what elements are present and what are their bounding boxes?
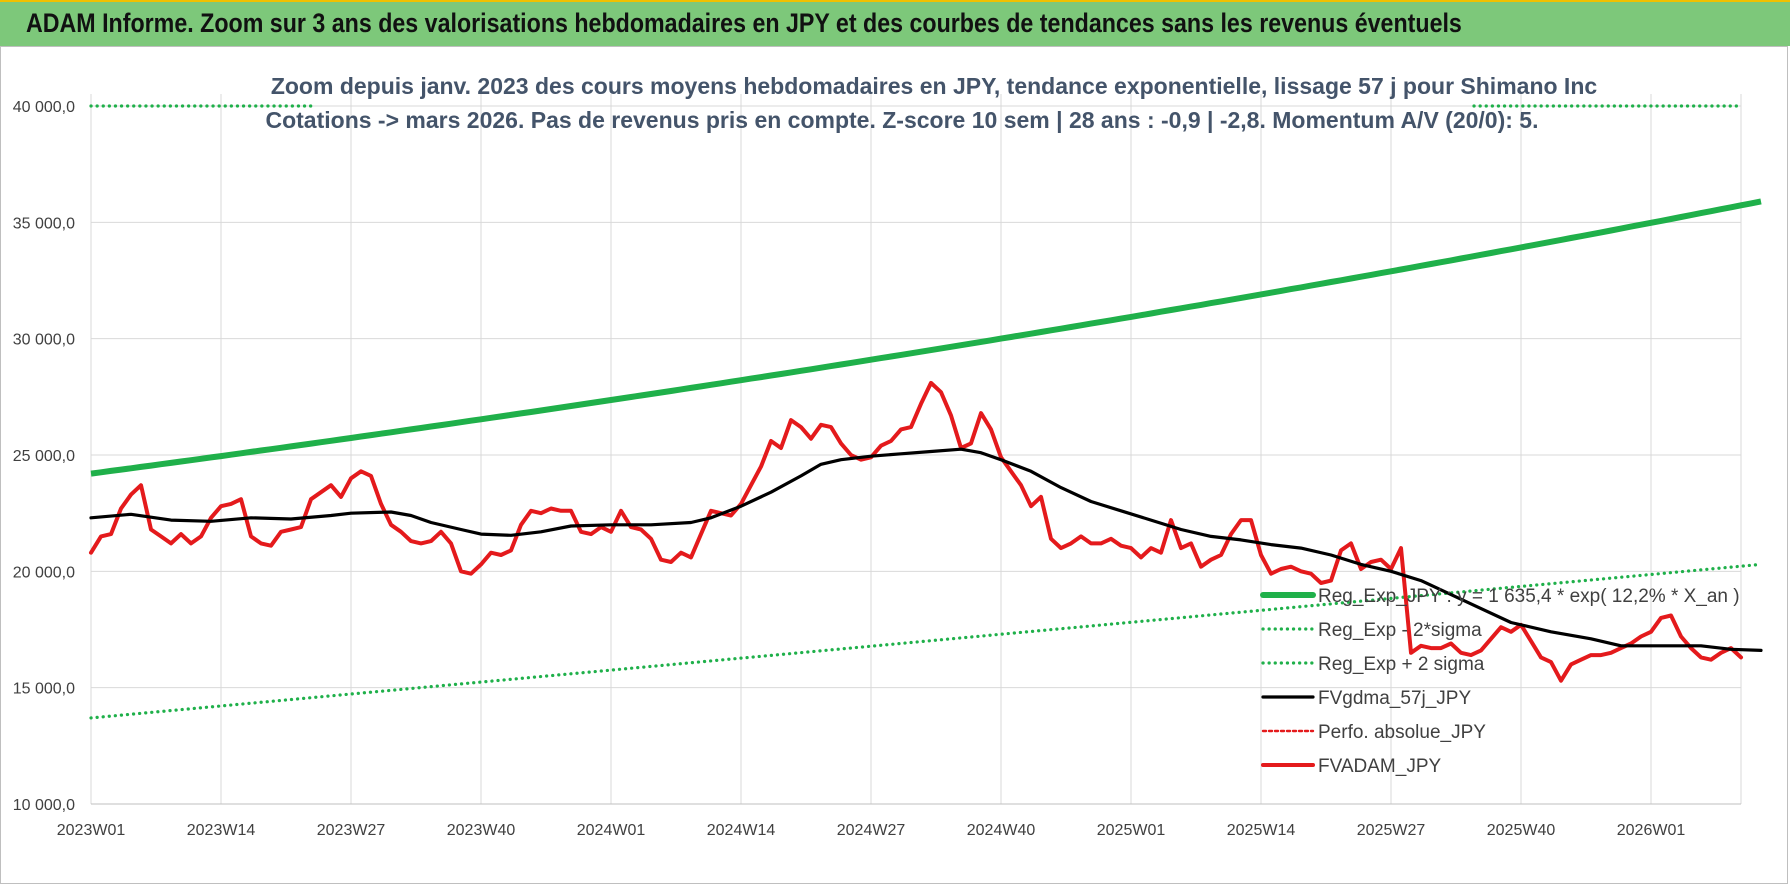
legend-label: FVgdma_57j_JPY: [1318, 688, 1471, 709]
series-reg-exp-jpy: [90, 198, 1762, 477]
x-tick-label: 2023W01: [57, 822, 126, 839]
x-tick-label: 2024W27: [837, 822, 906, 839]
x-tick-label: 2025W14: [1227, 822, 1296, 839]
series-fvgdma-57j-jpy: [89, 447, 1763, 653]
series-reg-exp-minus-2sigma: [89, 562, 1763, 720]
x-tick-label: 2023W27: [317, 822, 386, 839]
chart-frame: [0, 46, 1788, 884]
legend-label: Reg_Exp + 2 sigma: [1318, 654, 1485, 675]
x-tick-label: 2024W40: [967, 822, 1036, 839]
x-tick-label: 2025W27: [1357, 822, 1426, 839]
legend: Reg_Exp_JPY : y = 1 635,4 * exp( 12,2% *…: [1260, 586, 1740, 777]
y-tick-label: 20 000,0: [13, 564, 75, 581]
report-banner: ADAM Informe. Zoom sur 3 ans des valoris…: [0, 0, 1790, 46]
y-tick-label: 40 000,0: [13, 99, 75, 116]
x-tick-label: 2026W01: [1617, 822, 1686, 839]
y-tick-label: 10 000,0: [13, 797, 75, 814]
x-tick-label: 2024W14: [707, 822, 776, 839]
y-tick-label: 15 000,0: [13, 681, 75, 698]
legend-label: Perfo. absolue_JPY: [1318, 722, 1486, 743]
y-tick-label: 25 000,0: [13, 448, 75, 465]
x-tick-label: 2025W40: [1487, 822, 1556, 839]
series: [89, 104, 1763, 720]
series-fvadam-jpy: [89, 380, 1743, 683]
x-tick-label: 2025W01: [1097, 822, 1166, 839]
y-tick-label: 30 000,0: [13, 332, 75, 349]
axis-labels: 10 000,0 15 000,0 20 000,0 25 000,0 30 000,0…: [13, 99, 1686, 839]
x-tick-label: 2024W01: [577, 822, 646, 839]
chart-title-line1: Zoom depuis janv. 2023 des cours moyens …: [271, 73, 1598, 99]
report-title: ADAM Informe. Zoom sur 3 ans des valoris…: [26, 8, 1462, 38]
legend-label: Reg_Exp_JPY : y = 1 635,4 * exp( 12,2% *…: [1318, 586, 1740, 607]
legend-label: FVADAM_JPY: [1318, 756, 1442, 777]
gridlines: [90, 94, 1742, 805]
x-tick-label: 2023W14: [187, 822, 256, 839]
y-tick-label: 35 000,0: [13, 215, 75, 232]
legend-label: Reg_Exp - 2*sigma: [1318, 620, 1482, 641]
x-tick-label: 2023W40: [447, 822, 516, 839]
chart-title-line2: Cotations -> mars 2026. Pas de revenus p…: [265, 107, 1538, 133]
